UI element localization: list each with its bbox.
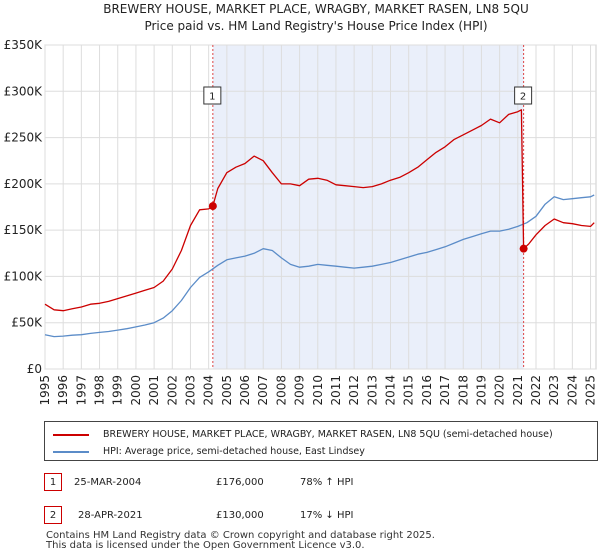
x-tick-label: 2006 <box>238 375 252 406</box>
y-tick-label: £250K <box>4 131 44 145</box>
x-tick-label: 2013 <box>365 375 379 406</box>
x-tick-label: 1995 <box>38 375 52 406</box>
transaction-date: 25-MAR-2004 <box>74 476 142 488</box>
x-tick-label: 2002 <box>165 375 179 406</box>
y-tick-label: £100K <box>4 269 44 283</box>
x-tick-label: 2020 <box>493 375 507 406</box>
footer-line-licence: This data is licensed under the Open Gov… <box>46 540 365 551</box>
footer-line-copyright: Contains HM Land Registry data © Crown c… <box>46 530 435 541</box>
y-tick-label: £300K <box>4 84 44 98</box>
x-tick-label: 2017 <box>438 375 452 406</box>
x-tick-label: 2024 <box>565 375 579 406</box>
x-tick-label: 2021 <box>511 375 525 406</box>
price-chart: BREWERY HOUSE, MARKET PLACE, WRAGBY, MAR… <box>4 2 598 406</box>
legend: BREWERY HOUSE, MARKET PLACE, WRAGBY, MAR… <box>44 421 598 461</box>
x-tick-label: 1996 <box>56 375 70 406</box>
ownership-period-shade <box>212 45 524 369</box>
x-tick-label: 2018 <box>456 375 470 406</box>
legend-item-property: BREWERY HOUSE, MARKET PLACE, WRAGBY, MAR… <box>53 429 553 440</box>
sale-badge-label: 2 <box>520 92 526 103</box>
x-tick-label: 2022 <box>529 375 543 406</box>
x-tick-label: 2025 <box>584 375 598 406</box>
legend-item-hpi: HPI: Average price, semi-detached house,… <box>53 446 365 457</box>
transaction-hpi-delta: 17% ↓ HPI <box>300 509 354 521</box>
series-line-property <box>44 109 595 312</box>
x-tick-label: 2015 <box>402 375 416 406</box>
x-tick-label: 2003 <box>183 375 197 406</box>
x-tick-label: 2011 <box>329 375 343 406</box>
sale-badge-box <box>514 86 533 105</box>
transaction-badge: 2 <box>44 506 62 524</box>
transaction-price: £176,000 <box>216 476 264 488</box>
x-axis: 1995 1996 1997 1998 1999 2000 2001 2002 2003 2004… <box>38 375 598 406</box>
series-layer <box>44 109 595 338</box>
transaction-badge: 1 <box>44 473 62 491</box>
legend-label-property: BREWERY HOUSE, MARKET PLACE, WRAGBY, MAR… <box>103 429 553 440</box>
y-tick-label: £150K <box>4 223 44 237</box>
footer-attribution: Contains HM Land Registry data © Crown c… <box>46 531 435 551</box>
y-axis: £0 £50K £100K £150K £200K £250K £300K £350K <box>4 38 44 376</box>
series-line-hpi <box>44 194 595 338</box>
x-tick-label: 1998 <box>93 375 107 406</box>
x-tick-label: 2000 <box>129 375 143 406</box>
x-tick-label: 2016 <box>420 375 434 406</box>
sale-point <box>208 202 217 211</box>
legend-swatch-property <box>53 433 89 436</box>
chart-subtitle: Price paid vs. HM Land Registry's House … <box>144 19 487 33</box>
transaction-hpi-delta: 78% ↑ HPI <box>300 476 354 488</box>
x-tick-label: 1999 <box>111 375 125 406</box>
x-tick-label: 2004 <box>202 375 216 406</box>
x-tick-label: 2023 <box>547 375 561 406</box>
x-tick-label: 1997 <box>74 375 88 406</box>
y-tick-label: £200K <box>4 177 44 191</box>
x-tick-label: 2019 <box>474 375 488 406</box>
sale-badge-box <box>203 86 222 105</box>
gridlines <box>44 44 596 370</box>
y-tick-label: £350K <box>4 38 44 52</box>
sale-badge-label: 1 <box>209 92 215 103</box>
chart-title: BREWERY HOUSE, MARKET PLACE, WRAGBY, MAR… <box>103 2 529 16</box>
sale-point <box>519 244 528 253</box>
legend-swatch-hpi <box>53 450 89 453</box>
x-tick-label: 2005 <box>220 375 234 406</box>
x-tick-label: 2007 <box>256 375 270 406</box>
y-tick-label: £50K <box>11 316 43 330</box>
y-tick-label: £0 <box>27 362 42 376</box>
transaction-price: £130,000 <box>216 509 264 521</box>
x-tick-label: 2009 <box>293 375 307 406</box>
transaction-date: 28-APR-2021 <box>78 509 143 521</box>
x-tick-label: 2010 <box>311 375 325 406</box>
x-tick-label: 2008 <box>274 375 288 406</box>
legend-label-hpi: HPI: Average price, semi-detached house,… <box>103 446 365 457</box>
x-tick-label: 2012 <box>347 375 361 406</box>
x-tick-label: 2014 <box>384 375 398 406</box>
x-tick-label: 2001 <box>147 375 161 406</box>
